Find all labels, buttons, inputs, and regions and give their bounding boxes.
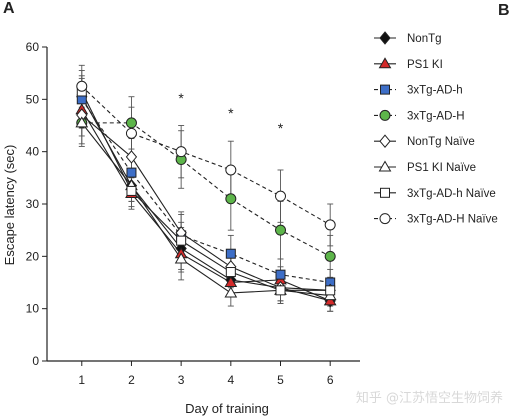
legend-marker bbox=[379, 213, 391, 225]
watermark: 知乎 @江苏悟空生物饲养 bbox=[355, 391, 503, 406]
series-lines bbox=[81, 85, 331, 302]
data-point bbox=[125, 117, 137, 129]
legend-marker bbox=[380, 187, 390, 198]
legend-label: PS1 KI Naïve bbox=[407, 162, 476, 174]
x-tick-label: 1 bbox=[78, 373, 85, 387]
y-tick-label: 50 bbox=[26, 92, 40, 106]
series-line bbox=[81, 85, 331, 226]
panel-label-b: B bbox=[498, 2, 510, 19]
data-point bbox=[224, 286, 238, 298]
legend-label: 3xTg-AD-H bbox=[407, 110, 465, 122]
y-tick-label: 20 bbox=[26, 249, 40, 263]
x-tick-label: 4 bbox=[227, 373, 234, 387]
data-point bbox=[275, 224, 287, 236]
legend-marker bbox=[379, 109, 391, 121]
legend-marker bbox=[379, 31, 391, 45]
legend-label: NonTg Naïve bbox=[407, 136, 475, 148]
data-point bbox=[176, 235, 187, 246]
data-point bbox=[174, 252, 188, 264]
y-tick-label: 30 bbox=[26, 197, 40, 211]
data-point bbox=[275, 269, 286, 280]
series-line bbox=[81, 109, 331, 302]
legend-label: NonTg bbox=[407, 33, 442, 45]
data-point bbox=[324, 219, 336, 231]
y-tick-label: 10 bbox=[26, 302, 40, 316]
significance-star: * bbox=[178, 90, 184, 106]
x-tick-label: 3 bbox=[178, 373, 185, 387]
data-point bbox=[225, 248, 236, 259]
series-line bbox=[81, 122, 331, 297]
data-point bbox=[125, 150, 138, 164]
legend-marker bbox=[378, 57, 392, 69]
legend-marker bbox=[379, 134, 391, 148]
data-point bbox=[275, 285, 286, 296]
data-point bbox=[76, 80, 88, 92]
legend-label: 3xTg-AD-h bbox=[407, 85, 463, 97]
axes: 0 10 20 30 40 50 60 1 2 3 4 5 6 bbox=[26, 40, 360, 387]
data-point bbox=[225, 164, 237, 176]
series-line bbox=[81, 122, 331, 257]
legend-label: 3xTg-AD-H Naïve bbox=[407, 214, 498, 226]
legend-marker bbox=[380, 84, 390, 95]
x-tick-label: 2 bbox=[128, 373, 135, 387]
data-point bbox=[125, 127, 137, 139]
legend-label: PS1 KI bbox=[407, 59, 443, 71]
legend: NonTg PS1 KI 3xTg-AD-h 3xTg-AD-H NonTg Naïve… bbox=[374, 31, 498, 226]
data-point bbox=[126, 185, 137, 196]
data-point bbox=[225, 193, 237, 205]
data-point bbox=[126, 167, 137, 178]
x-axis-label: Day of training bbox=[185, 401, 269, 416]
y-tick-label: 40 bbox=[26, 145, 40, 159]
legend-marker bbox=[378, 160, 392, 172]
series-line bbox=[81, 96, 331, 302]
legend-label: 3xTg-AD-h Naïve bbox=[407, 188, 496, 200]
data-point bbox=[324, 250, 336, 262]
y-tick-label: 60 bbox=[26, 40, 40, 54]
data-point bbox=[225, 267, 236, 278]
significance-star: * bbox=[278, 120, 284, 136]
series-markers bbox=[75, 80, 337, 308]
series-line bbox=[81, 91, 331, 291]
data-point bbox=[75, 116, 89, 128]
series-line bbox=[81, 99, 331, 284]
data-point bbox=[275, 190, 287, 202]
series-line bbox=[81, 114, 331, 291]
data-point bbox=[175, 146, 187, 158]
error-bars bbox=[78, 64, 334, 312]
panel-label-a: A bbox=[3, 0, 15, 17]
x-tick-label: 6 bbox=[327, 373, 334, 387]
data-point bbox=[325, 285, 336, 296]
x-tick-label: 5 bbox=[277, 373, 284, 387]
significance-markers: * * * bbox=[178, 90, 283, 136]
y-axis-label: Escape latency (sec) bbox=[2, 145, 17, 266]
significance-star: * bbox=[228, 105, 234, 121]
y-tick-label: 0 bbox=[32, 354, 39, 368]
